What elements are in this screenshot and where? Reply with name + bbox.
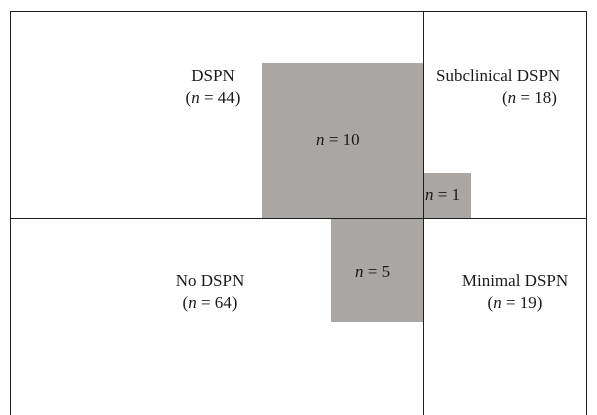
region-name: DSPN xyxy=(191,66,235,85)
overlap-count-lower: n = 5 xyxy=(355,262,391,281)
region-label-minimal-dspn: Minimal DSPN (n = 19) xyxy=(440,270,590,314)
right-border-line xyxy=(586,11,587,415)
region-count: (n = 19) xyxy=(487,293,543,312)
region-label-subclinical-dspn: Subclinical DSPN (n = 18) xyxy=(436,65,597,109)
region-label-no-dspn: No DSPN (n = 64) xyxy=(150,270,270,314)
overlap-count-small: n = 1 xyxy=(425,185,461,204)
overlap-box-lower xyxy=(331,219,423,322)
region-count: (n = 44) xyxy=(185,88,241,107)
region-label-dspn: DSPN (n = 44) xyxy=(158,65,268,109)
region-count: (n = 64) xyxy=(182,293,238,312)
overlap-box-large xyxy=(262,63,423,218)
vertical-axis-line xyxy=(423,11,424,415)
left-border-line xyxy=(10,11,11,415)
region-name: Subclinical DSPN xyxy=(436,66,561,85)
region-count: (n = 18) xyxy=(502,88,557,107)
overlap-count-large: n = 10 xyxy=(316,130,360,149)
top-border-line xyxy=(10,11,587,12)
horizontal-axis-line xyxy=(10,218,587,219)
region-name: No DSPN xyxy=(175,271,245,290)
region-name: Minimal DSPN xyxy=(461,271,569,290)
overlap-box-small xyxy=(424,173,471,218)
